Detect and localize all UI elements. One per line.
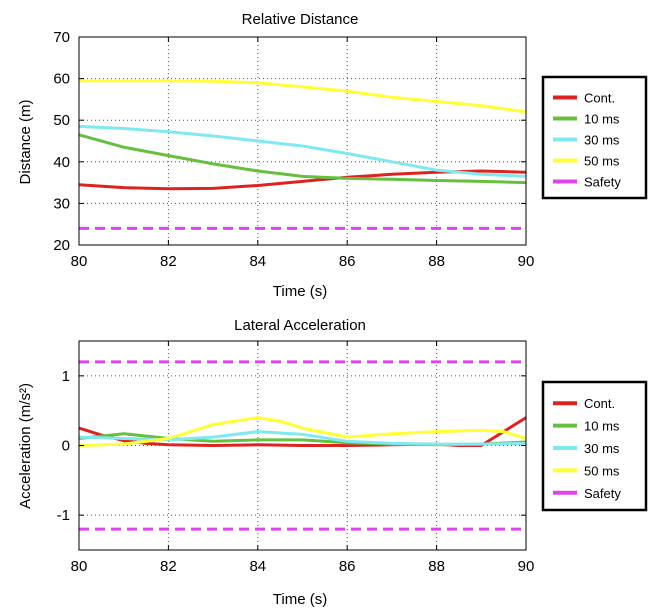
y-tick-label: 50 bbox=[53, 112, 70, 129]
chart-title-2: Lateral Acceleration bbox=[234, 317, 366, 334]
legend-label: Cont. bbox=[584, 396, 615, 411]
series-line-50-ms bbox=[79, 79, 526, 114]
plot-area bbox=[79, 37, 526, 245]
x-axis-label-1: Time (s) bbox=[273, 283, 327, 300]
legend-label: 30 ms bbox=[584, 133, 620, 148]
y-tick-label: 30 bbox=[53, 195, 70, 212]
x-tick-label: 80 bbox=[71, 253, 88, 270]
x-tick-label: 86 bbox=[339, 253, 356, 270]
series-line-10-ms bbox=[79, 133, 526, 185]
series-line-50-ms bbox=[79, 416, 526, 447]
x-tick-label: 88 bbox=[428, 253, 445, 270]
x-tick-label: 88 bbox=[428, 558, 445, 575]
x-tick-label: 84 bbox=[249, 253, 266, 270]
y-tick-label: 1 bbox=[62, 368, 70, 385]
y-tick-label: 40 bbox=[53, 154, 70, 171]
legend-label: 10 ms bbox=[584, 112, 620, 127]
series-group bbox=[79, 360, 526, 531]
x-tick-label: 82 bbox=[160, 558, 177, 575]
y-tick-label: 0 bbox=[62, 438, 70, 455]
legend-label: 30 ms bbox=[584, 441, 620, 456]
x-tick-label: 80 bbox=[71, 558, 88, 575]
legend-label: Cont. bbox=[584, 91, 615, 106]
x-tick-label: 86 bbox=[339, 558, 356, 575]
legend-label: 50 ms bbox=[584, 154, 620, 169]
y-axis-label-2: Acceleration (m/s²) bbox=[17, 383, 34, 509]
x-tick-label: 82 bbox=[160, 253, 177, 270]
y-tick-label: 60 bbox=[53, 71, 70, 88]
chart-1: 80 82 84 86 88 90 20 30 40 50 60 70 Cont. 10 ms 30 ms 5… bbox=[53, 29, 648, 270]
chart-2: 80 82 84 86 88 90 -1 0 1 Cont. 10 ms 30 ms 50 ms Safe… bbox=[57, 340, 648, 575]
y-tick-label: 70 bbox=[53, 29, 70, 46]
y-tick-label: 20 bbox=[53, 237, 70, 254]
series-group bbox=[79, 79, 526, 230]
x-tick-label: 90 bbox=[518, 253, 535, 270]
legend: Cont. 10 ms 30 ms 50 ms Safety bbox=[541, 380, 648, 512]
x-axis-label-2: Time (s) bbox=[273, 591, 327, 608]
series-line-30-ms bbox=[79, 124, 526, 178]
legend-label: Safety bbox=[584, 175, 621, 190]
plot-frame bbox=[78, 36, 527, 246]
legend-label: Safety bbox=[584, 486, 621, 501]
x-tick-label: 90 bbox=[518, 558, 535, 575]
x-tick-label: 84 bbox=[249, 558, 266, 575]
legend-label: 10 ms bbox=[584, 419, 620, 434]
chart-title-1: Relative Distance bbox=[242, 11, 359, 28]
y-tick-label: -1 bbox=[57, 507, 70, 524]
legend: Cont. 10 ms 30 ms 50 ms Safety bbox=[541, 75, 648, 200]
legend-label: 50 ms bbox=[584, 463, 620, 478]
y-axis-label-1: Distance (m) bbox=[17, 99, 34, 184]
